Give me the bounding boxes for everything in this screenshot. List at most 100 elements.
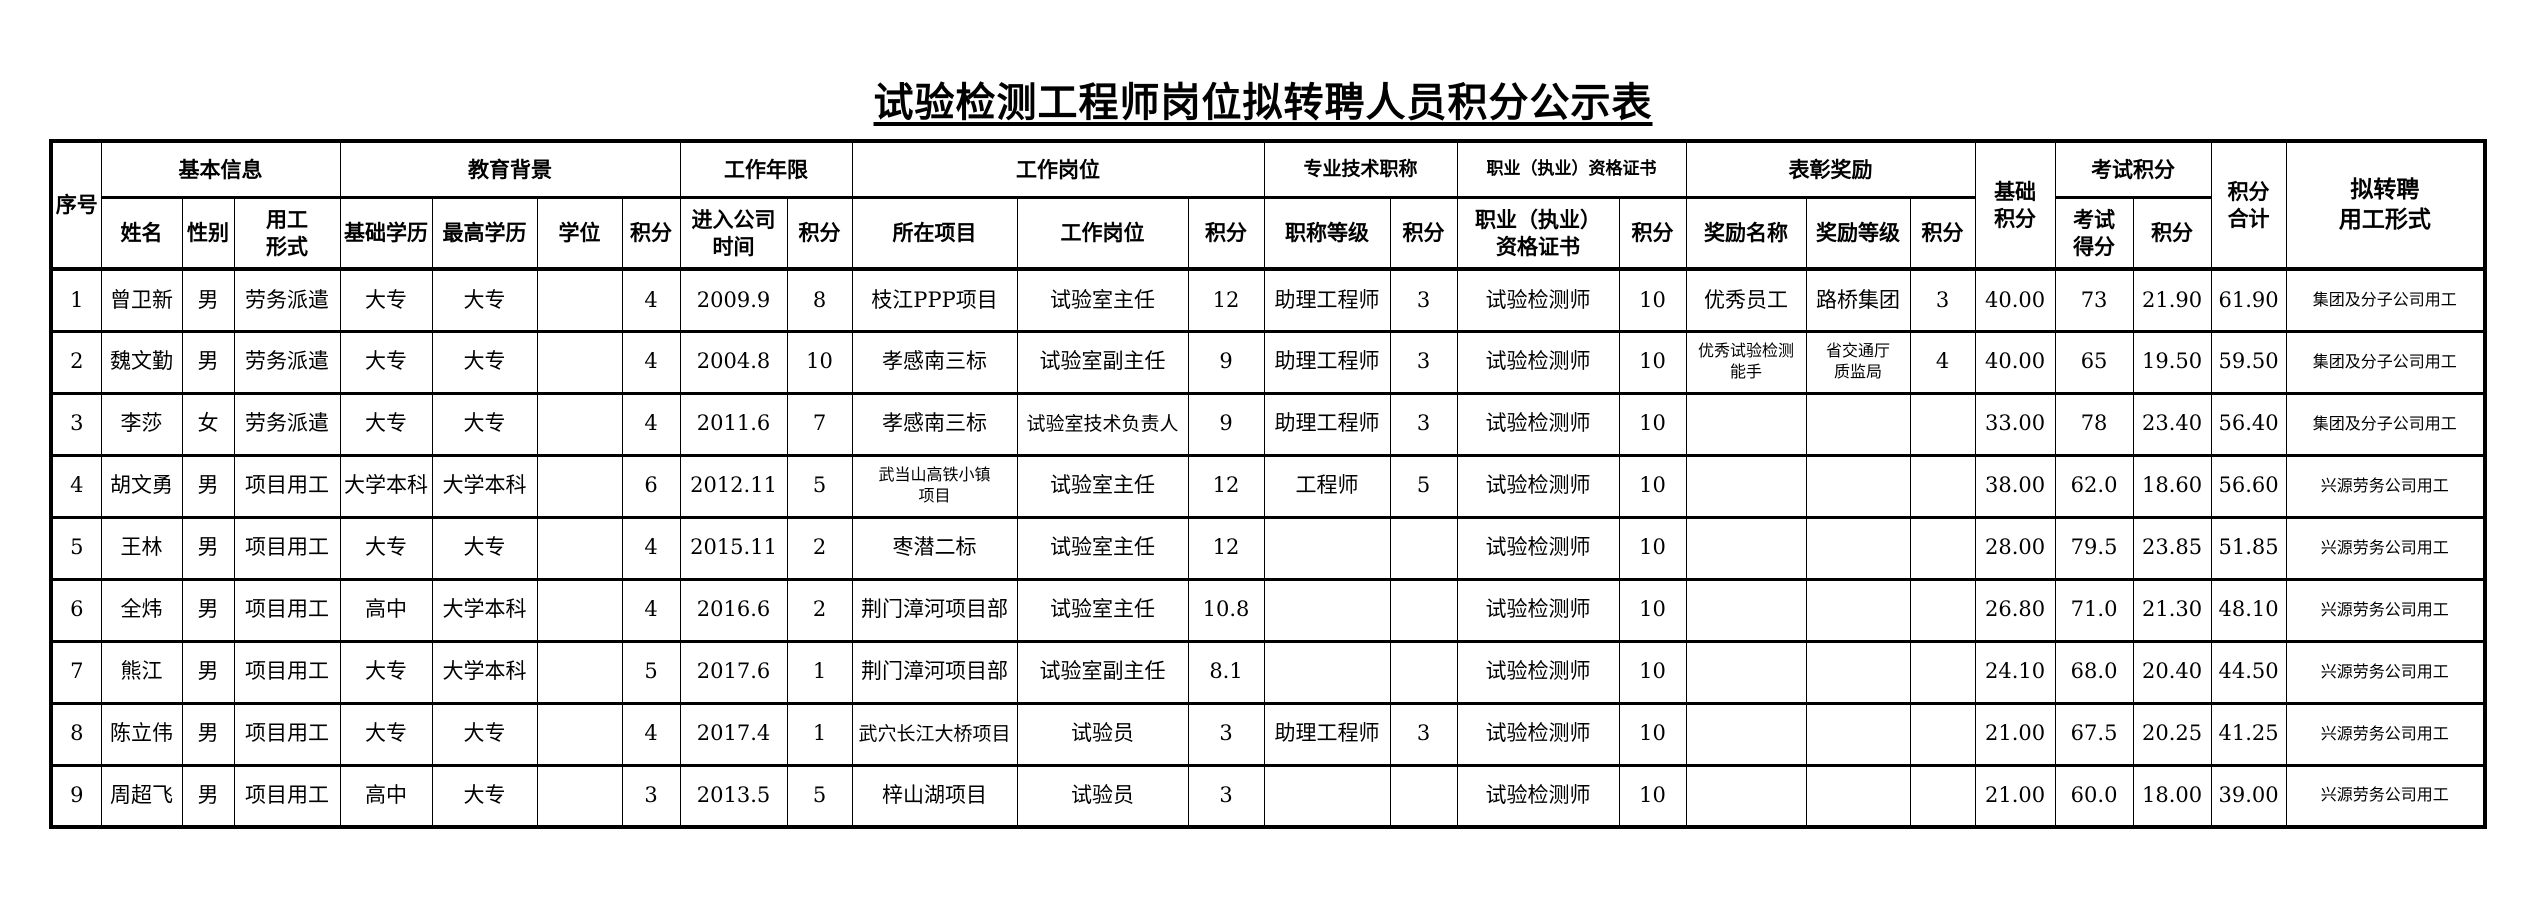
table-cell: 大学本科 [431,454,538,518]
table-cell: 兴源劳务公司用工 [2285,578,2486,642]
table-cell [1909,640,1976,704]
table-cell: 8 [786,268,853,332]
column-header: 所在项目 [851,197,1018,270]
table-cell: 2012.11 [679,454,788,518]
table-cell: 试验检测师 [1456,330,1620,394]
table-cell: 21.90 [2132,268,2212,332]
table-cell: 助理工程师 [1263,268,1391,332]
column-header: 最高学历 [431,197,538,270]
table-cell [536,454,623,518]
table-cell: 男 [181,454,235,518]
table-row: 4 胡文勇男项目用工 大学本科 大学本科 6 2012.11 5 武当山高铁小镇 项目 试验室主… [50,454,2486,518]
column-header: 职业（执业） 资格证书 [1456,197,1620,270]
table-cell: 魏文勤 [100,330,183,394]
column-header: 奖励名称 [1685,197,1807,270]
table-cell: 20.40 [2132,640,2212,704]
table-cell: 21.30 [2132,578,2212,642]
column-header: 积分 [1618,197,1687,270]
table-cell: 男 [181,640,235,704]
table-cell: 23.85 [2132,516,2212,580]
table-cell: 12 [1187,268,1265,332]
table-row: 9 周超飞男项目用工 高中 大专 3 2013.5 5 梓山湖项目 试验员 3 试验检测师 10 21.… [50,764,2486,828]
column-header: 积分 [1909,197,1976,270]
table-cell: 优秀试验检测 能手 [1685,330,1807,394]
table-cell: 10 [1618,640,1687,704]
table-cell: 熊江 [100,640,183,704]
table-cell: 2011.6 [679,392,788,456]
table-cell: 7 [786,392,853,456]
table-cell: 2013.5 [679,764,788,828]
column-header: 奖励等级 [1805,197,1911,270]
table-row: 8 陈立伟男项目用工 大专 大专 4 2017.4 1 武穴长江大桥项目 试验员 3 助理工程师 3 试… [50,702,2486,766]
table-cell: 荆门漳河项目部 [851,640,1018,704]
score-table: 序号 基本信息 教育背景 工作年限 工作岗位 专业技术职称 职业（执业）资格证书… [49,139,2488,829]
table-cell [1805,454,1911,518]
table-cell: 5 [786,764,853,828]
table-cell [1685,702,1807,766]
table-cell: 5 [621,640,681,704]
table-cell: 3 [1187,764,1265,828]
table-row: 5 王林男项目用工 大专 大专 4 2015.11 2 枣潜二标 试验室主任 12 试验检测师 10 2… [50,516,2486,580]
table-cell: 曾卫新 [100,268,183,332]
table-cell: 大学本科 [339,454,433,518]
table-cell: 60.0 [2054,764,2134,828]
header-seq: 序号 [50,140,102,270]
table-cell: 试验检测师 [1456,702,1620,766]
table-cell [1263,578,1391,642]
table-cell: 全炜 [100,578,183,642]
table-cell: 7 [50,640,102,704]
table-cell: 试验室主任 [1016,578,1189,642]
table-cell: 4 [1909,330,1976,394]
table-cell [536,516,623,580]
header-work-years: 工作年限 [679,140,853,198]
table-cell: 试验检测师 [1456,392,1620,456]
table-cell: 19.50 [2132,330,2212,394]
table-cell [1805,578,1911,642]
table-cell [1805,702,1911,766]
table-cell: 大专 [339,330,433,394]
table-cell: 51.85 [2210,516,2287,580]
column-header: 积分 [1389,197,1458,270]
table-cell: 12 [1187,454,1265,518]
table-cell: 男 [181,578,235,642]
table-cell: 集团及分子公司用工 [2285,330,2486,394]
table-cell: 李莎 [100,392,183,456]
table-cell: 试验员 [1016,702,1189,766]
table-cell: 试验室主任 [1016,454,1189,518]
table-cell: 试验室技术负责人 [1016,392,1189,456]
table-cell: 9 [1187,330,1265,394]
table-cell: 兴源劳务公司用工 [2285,702,2486,766]
table-cell: 2015.11 [679,516,788,580]
table-cell [1685,454,1807,518]
table-cell: 助理工程师 [1263,392,1391,456]
header-row-groups: 序号 基本信息 教育背景 工作年限 工作岗位 专业技术职称 职业（执业）资格证书… [50,140,2486,270]
column-header: 考试 得分 [2054,197,2134,270]
table-cell: 65 [2054,330,2134,394]
table-cell: 3 [1389,702,1458,766]
column-header: 基础学历 [339,197,433,270]
table-cell: 61.90 [2210,268,2287,332]
table-cell: 9 [1187,392,1265,456]
table-cell: 4 [621,702,681,766]
column-header: 积分 [1187,197,1265,270]
table-cell [1389,640,1458,704]
table-cell: 女 [181,392,235,456]
table-cell: 10 [1618,764,1687,828]
table-cell: 59.50 [2210,330,2287,394]
header-employment-form: 拟转聘 用工形式 [2285,140,2486,270]
table-cell: 兴源劳务公司用工 [2285,454,2486,518]
table-cell: 79.5 [2054,516,2134,580]
table-cell: 大专 [339,392,433,456]
table-cell [1685,640,1807,704]
table-cell: 48.10 [2210,578,2287,642]
table-cell: 62.0 [2054,454,2134,518]
column-header: 职称等级 [1263,197,1391,270]
column-header: 用工 形式 [233,197,341,270]
table-cell: 武穴长江大桥项目 [851,702,1018,766]
table-cell: 高中 [339,764,433,828]
header-certificate: 职业（执业）资格证书 [1456,140,1687,198]
table-cell: 大专 [431,330,538,394]
table-cell: 兴源劳务公司用工 [2285,764,2486,828]
table-cell: 3 [1389,392,1458,456]
header-row-columns: 姓名 性别 用工 形式 基础学历 最高学历 学位 积分 进入公司 时间 积分 所在项目 工作岗位 积分… [51,197,2486,270]
